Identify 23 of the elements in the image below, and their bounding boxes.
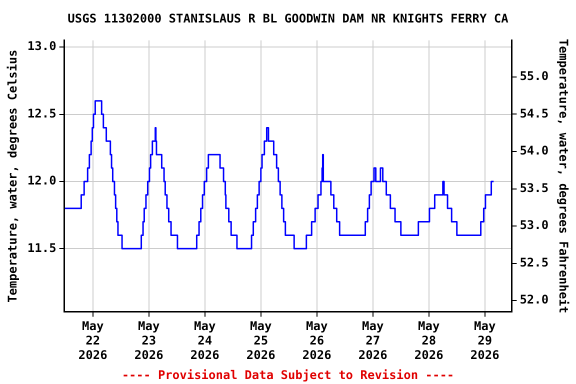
- y2-tick-label: 54.5: [520, 106, 549, 120]
- x-tick-label: May 26 2026: [302, 319, 332, 362]
- chart-title: USGS 11302000 STANISLAUS R BL GOODWIN DAM NR KNIGHTS FERRY CA: [68, 11, 510, 26]
- text: ---- Provisional Data Subject to Revision ----: [122, 368, 454, 382]
- y2-tick-label: 53.5: [520, 180, 549, 195]
- x-tick-label: May 24 2026: [190, 319, 220, 362]
- x-tick-label: May 28 2026: [414, 319, 444, 362]
- x-tick-label: May 27 2026: [358, 319, 388, 362]
- x-tick-label: May 25 2026: [246, 319, 276, 362]
- x-tick-label: May 23 2026: [134, 319, 164, 362]
- y2-tick-label: 54.0: [520, 144, 549, 158]
- y2-axis-title: Temperature, water, degrees Fahrenheit: [556, 38, 571, 314]
- y2-tick-label: 52.0: [520, 292, 549, 307]
- y-tick-label: 12.0: [27, 174, 56, 188]
- y-tick-label: 13.0: [27, 39, 56, 54]
- y2-tick-label: 52.5: [520, 255, 549, 270]
- y-tick-label: 11.5: [27, 240, 56, 255]
- x-tick-label: May 29 2026: [470, 319, 500, 362]
- y2-tick-label: 55.0: [520, 69, 549, 84]
- y2-tick-label: 53.0: [520, 218, 549, 232]
- x-tick-label: May 22 2026: [78, 319, 108, 362]
- y-axis-title: Temperature, water, degrees Celsius: [5, 50, 20, 303]
- y-tick-label: 12.5: [27, 106, 56, 120]
